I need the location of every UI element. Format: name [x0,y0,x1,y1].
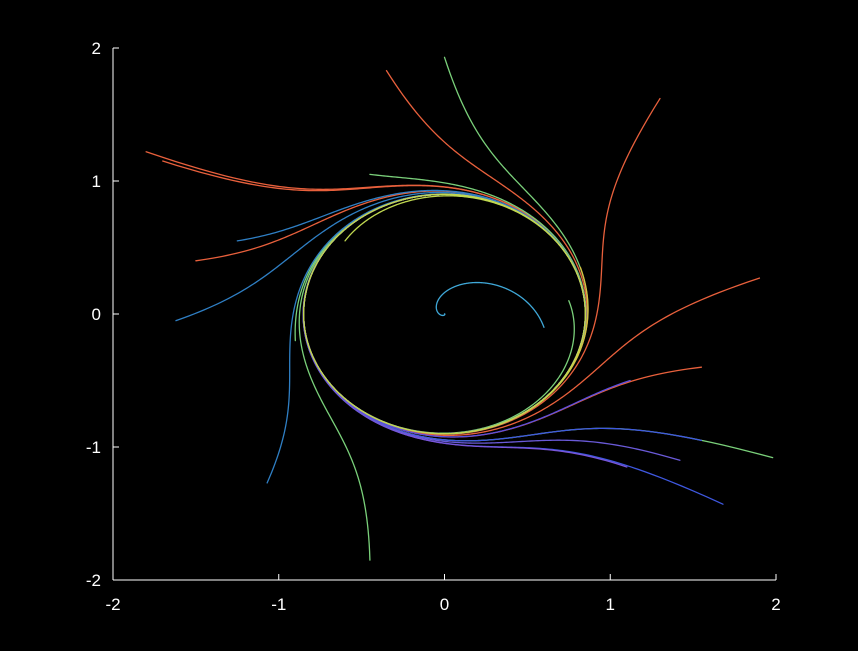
trajectory-line [302,193,703,442]
x-tick-label: 2 [771,595,780,614]
x-tick-label: -1 [271,595,286,614]
x-ticks: -2 -1 0 1 2 [105,574,781,614]
trajectory-line [435,281,545,328]
trajectory-line [175,191,587,435]
trajectory-line [302,193,724,505]
trajectory-line [302,97,661,435]
x-tick-label: 1 [606,595,615,614]
y-tick-label: -1 [86,438,101,457]
trajectory-line [145,151,587,435]
trajectory-line [302,193,628,468]
y-tick-label: -2 [86,571,101,590]
trajectory-line [302,193,631,438]
y-tick-label: 2 [92,39,101,58]
trajectory-line [302,56,589,435]
y-ticks: -2 -1 0 1 2 [86,39,119,590]
y-tick-label: 0 [92,305,101,324]
trajectory-line [195,190,587,435]
trajectory-line [302,193,761,437]
trajectory-line [302,69,588,435]
x-tick-label: 0 [440,595,449,614]
trajectory-line [302,193,587,435]
trajectory-line [302,193,703,438]
x-tick-label: -2 [105,595,120,614]
trajectory-line [302,193,681,461]
y-tick-label: 1 [92,172,101,191]
trajectory-line [298,193,587,561]
trajectories [145,56,774,561]
